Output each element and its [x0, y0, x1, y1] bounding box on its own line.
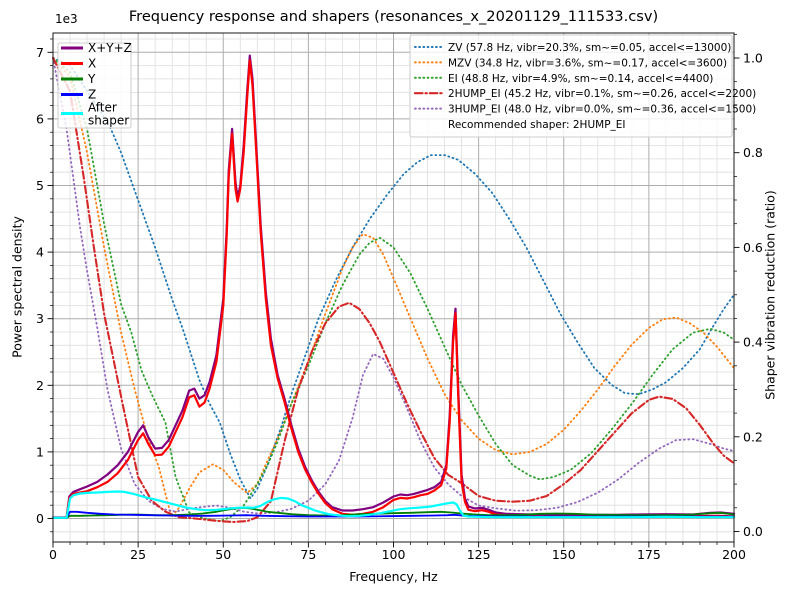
x-tick-label: 200 [722, 547, 746, 562]
y-tick-label-left: 6 [36, 111, 44, 126]
y-tick-label-left: 1 [36, 444, 44, 459]
legend-psd-label-after-shaper: shaper [88, 114, 129, 128]
curve-after-shaper [51, 490, 736, 519]
legend-shapers-label-2hump-ei: 2HUMP_EI (45.2 Hz, vibr=0.1%, sm~=0.26, … [448, 88, 756, 100]
legend-psd-label-x: X [88, 57, 96, 71]
x-tick-label: 0 [49, 547, 57, 562]
y-tick-label-left: 4 [36, 245, 44, 260]
curve-mzv [52, 57, 735, 519]
legend-shapers-box [409, 34, 733, 138]
curve-zv [52, 57, 735, 500]
x-tick-label: 175 [637, 547, 661, 562]
y-tick-label-left: 0 [36, 511, 44, 526]
y-tick-label-right: 0.8 [743, 145, 763, 160]
y-tick-label-right: 0.0 [743, 524, 763, 539]
curve-3hump-ei [52, 57, 735, 515]
y-axis-label-left: Power spectral density [9, 216, 25, 358]
legend-shapers-label-3hump-ei: 3HUMP_EI (48.0 Hz, vibr=0.0%, sm~=0.36, … [448, 104, 756, 116]
legend-shapers-note: Recommended shaper: 2HUMP_EI [448, 119, 626, 131]
y-axis-label-right: Shaper vibration reduction (ratio) [762, 190, 778, 400]
legend-psd-label-after-shaper: After [88, 101, 117, 115]
x-tick-label: 25 [130, 547, 146, 562]
y-tick-label-right: 1.0 [743, 51, 763, 66]
curve-ei [52, 57, 735, 522]
legend-shapers-label-mzv: MZV (34.8 Hz, vibr=3.6%, sm~=0.17, accel… [448, 57, 727, 69]
legend-psd-label-y: Y [87, 72, 96, 86]
legend-psd-label-xyz: X+Y+Z [88, 41, 132, 55]
y-tick-label-right: 0.2 [743, 429, 763, 444]
legend-shapers-label-zv: ZV (57.8 Hz, vibr=20.3%, sm~=0.05, accel… [448, 42, 731, 54]
x-tick-label: 50 [215, 547, 231, 562]
x-tick-label: 100 [382, 547, 406, 562]
chart-title: Frequency response and shapers (resonanc… [128, 8, 659, 25]
y-tick-label-right: 0.4 [743, 335, 763, 350]
y-tick-label-left: 3 [36, 311, 44, 326]
curve-x [51, 59, 736, 519]
axis-offset-text: 1e3 [55, 12, 78, 26]
legend-psd-label-z: Z [88, 88, 96, 102]
x-tick-label: 75 [300, 547, 316, 562]
y-tick-label-left: 7 [36, 45, 44, 60]
curve-2hump-ei [51, 56, 736, 524]
legend-shapers-label-ei: EI (48.8 Hz, vibr=4.9%, sm~=0.14, accel<… [448, 73, 713, 85]
x-tick-label: 125 [467, 547, 491, 562]
x-tick-label: 150 [552, 547, 576, 562]
y-tick-label-left: 2 [36, 378, 44, 393]
x-axis-label: Frequency, Hz [349, 569, 438, 584]
y-tick-label-right: 0.6 [743, 240, 763, 255]
y-tick-label-left: 5 [36, 178, 44, 193]
